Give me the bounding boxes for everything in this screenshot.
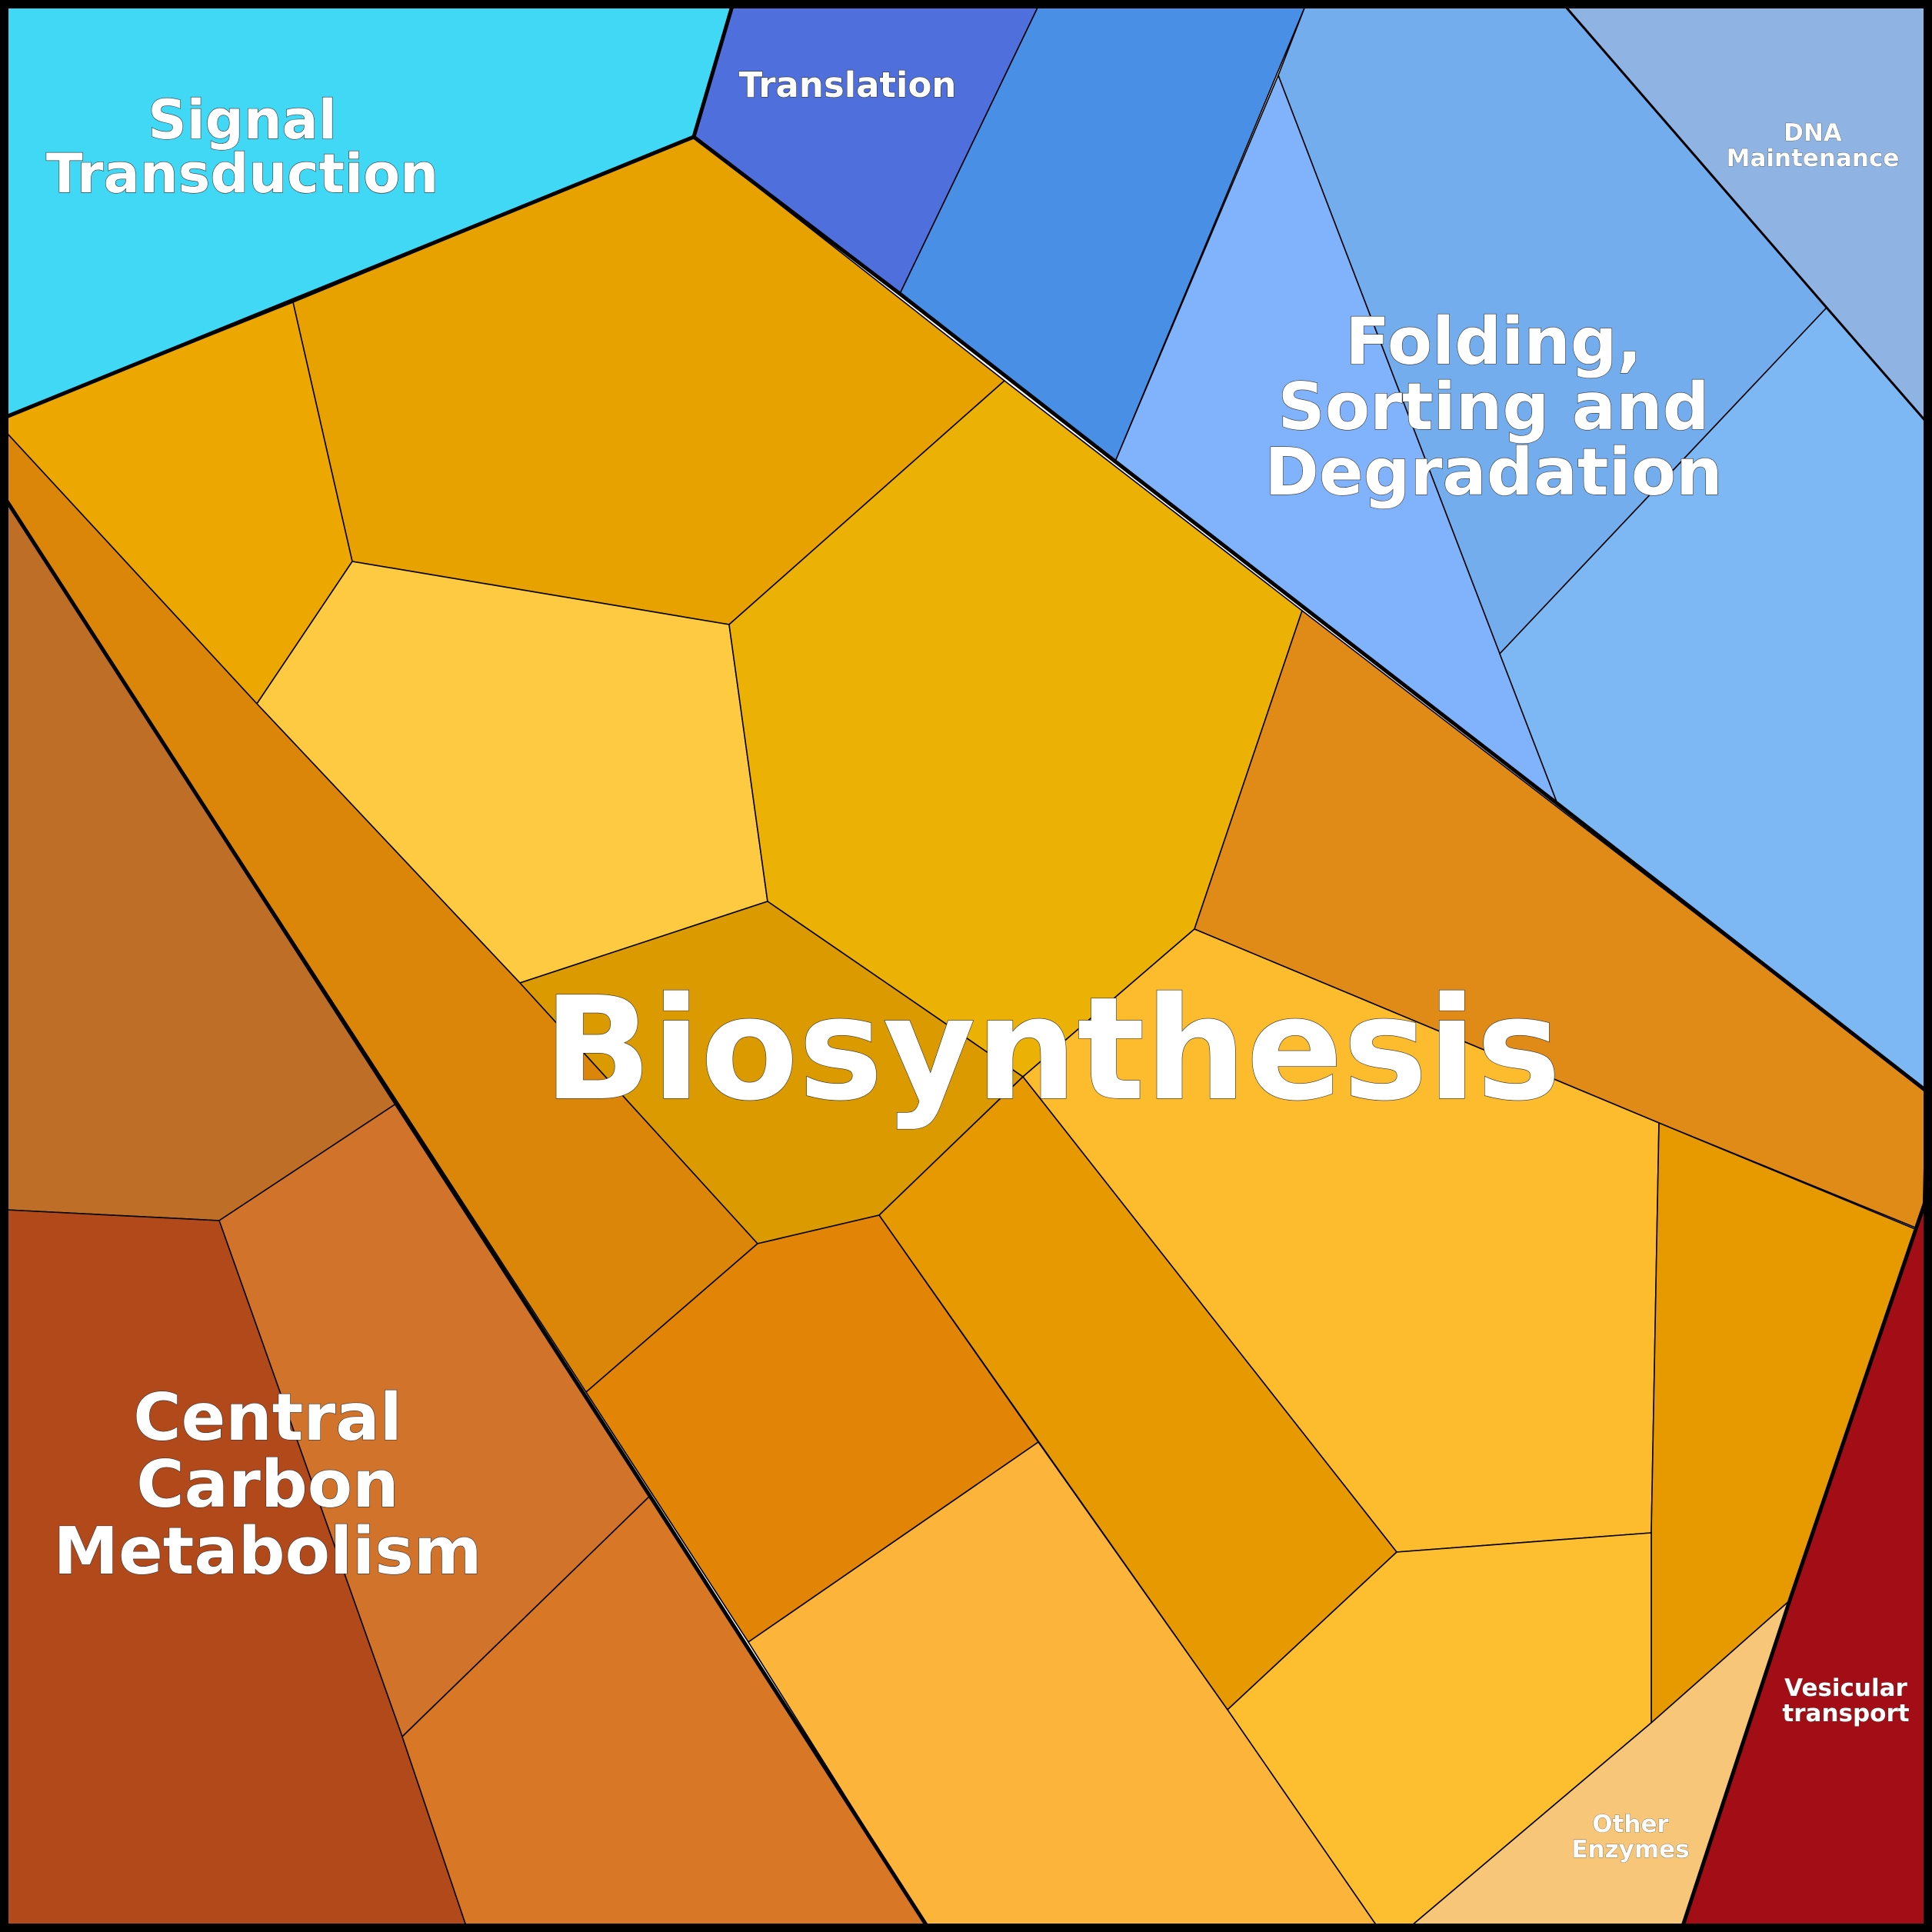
dna-maintenance-label: DNA Maintenance bbox=[1727, 119, 1900, 172]
translation-label: Translation bbox=[739, 65, 957, 105]
other-enzymes-label: Other Enzymes bbox=[1571, 1810, 1689, 1864]
central-carbon-metabolism-label: Central Carbon Metabolism bbox=[54, 1380, 482, 1590]
group-border-line bbox=[4, 498, 929, 1927]
vesicular-transport-label: Vesicular transport bbox=[1782, 1674, 1909, 1727]
group-labels: Biosynthesis Folding, Sorting and Degradati… bbox=[45, 64, 1910, 1864]
folding-sorting-and-degradation-label: Folding, Sorting and Degradation bbox=[1264, 304, 1722, 511]
group-border-line bbox=[1681, 1199, 1928, 1927]
group-border-line bbox=[1564, 5, 1927, 422]
group-borders bbox=[4, 5, 1928, 1927]
group-border-line bbox=[692, 135, 1927, 1092]
signal-transduction-label: Signal Transduction bbox=[46, 88, 438, 205]
biosynthesis-label: Biosynthesis bbox=[543, 966, 1561, 1132]
